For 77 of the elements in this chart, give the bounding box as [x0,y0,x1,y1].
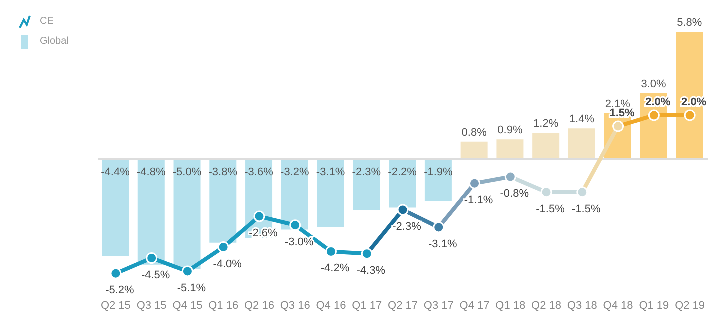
legend-label: Global [40,35,69,49]
bar [138,159,165,265]
x-tick-label: Q4 17 [460,300,490,312]
point [182,266,194,278]
x-tick-label: Q1 16 [208,300,239,312]
x-tick-label: Q2 17 [388,300,418,312]
point [290,220,302,232]
bar [496,140,524,160]
point [146,252,158,264]
data-label: -2.2% [388,166,418,178]
x-tick-label: Q3 18 [567,300,598,312]
x-tick-label: Q2 15 [100,300,131,312]
x-tick-label: Q4 18 [603,300,634,312]
data-label: -3.8% [208,166,238,178]
data-label: 0.8% [462,126,488,139]
point [254,210,266,222]
point [218,242,230,254]
data-label: 3.0% [641,78,666,91]
x-tick-label: Q4 15 [172,300,203,312]
data-label: -3.2% [280,166,310,178]
data-label: -4.8% [137,166,166,178]
data-label: 0.9% [498,124,523,137]
point [110,268,122,280]
data-label: 1.2% [534,118,559,130]
data-label: 5.8% [677,17,702,29]
bar [317,159,344,228]
point [433,222,445,234]
point [325,246,337,258]
point [612,120,624,132]
data-label: -2.3% [392,220,422,233]
data-label: -5.1% [177,282,206,294]
data-label: -5.2% [106,284,135,297]
point [361,248,373,260]
data-label: -4.4% [101,166,130,178]
data-label: -1.5% [572,203,601,216]
bar [174,159,201,270]
point [397,204,409,216]
point [504,171,516,183]
bar [568,128,596,160]
x-tick-label: Q1 19 [639,300,670,312]
data-label: -4.5% [141,269,170,282]
data-label: -4.0% [213,258,242,270]
data-label: -1.1% [464,194,494,207]
x-tick-label: Q1 17 [352,300,382,312]
bar [460,142,488,160]
data-label: -3.1% [316,166,346,178]
x-tick-label: Q3 15 [136,300,167,312]
data-label: -2.6% [249,228,278,240]
x-tick-label: Q2 18 [532,300,562,312]
data-label: -1.5% [536,203,566,216]
data-label: 1.4% [569,114,595,126]
data-label: -3.6% [244,166,274,178]
point [684,110,696,122]
data-label: -1.9% [424,166,454,178]
bar [102,159,129,256]
data-label: -4.2% [320,262,350,275]
data-label: -5.0% [172,166,202,178]
x-tick-label: Q2 16 [244,300,274,312]
bar [353,159,380,210]
point [648,110,660,122]
x-tick-label: Q3 16 [280,300,310,312]
bar [532,133,560,160]
point [576,186,588,198]
data-label: -3.1% [428,238,458,251]
x-tick-label: Q1 18 [496,300,526,312]
data-label: -2.3% [352,166,382,178]
bar [210,159,237,243]
data-label: -0.8% [500,188,530,200]
point [469,178,481,190]
x-tick-label: Q2 19 [675,300,706,312]
x-tick-label: Q4 16 [316,300,346,312]
legend-label: CE [40,15,54,29]
data-label: 1.5% [610,107,636,120]
x-tick-label: Q3 17 [424,300,454,312]
data-label: -4.3% [356,264,386,277]
data-label: -3.0% [284,236,314,248]
point [540,186,552,198]
